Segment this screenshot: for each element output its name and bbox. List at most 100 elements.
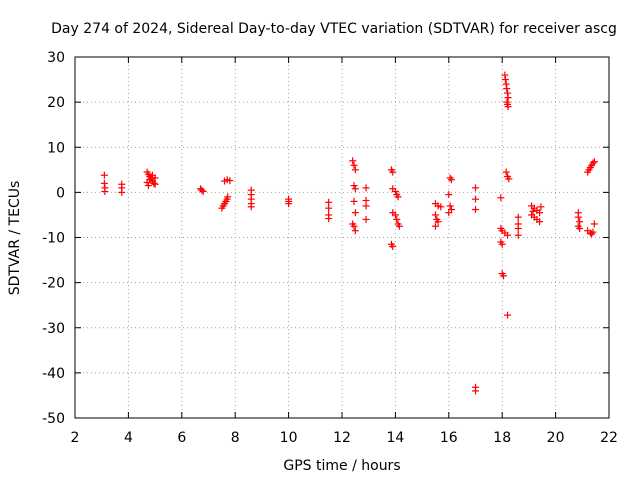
data-point: [503, 85, 511, 93]
axis-ticks: 2 4 6 8 10 12 14 16 18 20 22 -50 -40 -30 -20 -10 0 10 20 30: [42, 50, 618, 446]
data-point: [574, 213, 582, 221]
data-point: [224, 193, 232, 201]
data-point: [101, 187, 109, 195]
chart-title: Day 274 of 2024, Sidereal Day-to-day VTE…: [51, 21, 617, 37]
data-point: [389, 243, 397, 251]
data-point: [472, 206, 479, 214]
data-point: [325, 215, 333, 223]
data-point: [247, 203, 255, 211]
data-point: [500, 272, 508, 280]
data-point: [590, 158, 598, 166]
data-point: [536, 218, 544, 226]
data-point: [445, 191, 453, 199]
x-tick-label: 4: [124, 430, 133, 446]
x-axis-label: GPS time / hours: [283, 458, 400, 474]
data-point: [576, 218, 584, 226]
data-point: [151, 180, 159, 188]
data-point: [504, 103, 512, 111]
data-point: [391, 211, 399, 219]
data-point: [351, 209, 359, 217]
data-point: [393, 215, 401, 223]
x-tick-label: 12: [333, 430, 351, 446]
x-tick-label: 18: [493, 430, 511, 446]
x-tick-label: 20: [547, 430, 565, 446]
x-tick-label: 16: [440, 430, 458, 446]
y-tick-label: -30: [42, 321, 65, 337]
x-tick-label: 2: [71, 430, 80, 446]
data-point: [447, 176, 455, 184]
data-point: [350, 161, 358, 169]
data-point: [590, 220, 598, 228]
y-tick-label: 0: [56, 185, 65, 201]
data-point: [150, 179, 158, 187]
y-tick-label: 20: [47, 95, 65, 111]
data-point: [285, 200, 293, 208]
data-point: [501, 76, 509, 84]
data-point: [362, 184, 370, 192]
data-point: [325, 204, 333, 212]
data-point: [576, 224, 584, 232]
data-point: [198, 186, 206, 194]
data-point: [514, 224, 522, 232]
data-points: [100, 71, 598, 395]
data-point: [431, 222, 439, 230]
data-point: [446, 174, 454, 182]
y-tick-label: -20: [42, 276, 65, 292]
data-point: [589, 228, 597, 236]
data-point: [498, 240, 506, 248]
data-point: [588, 230, 596, 238]
y-tick-label: -40: [42, 366, 65, 382]
data-point: [472, 387, 479, 395]
x-tick-label: 22: [600, 430, 618, 446]
data-point: [362, 202, 370, 210]
data-point: [514, 231, 522, 239]
y-tick-label: -10: [42, 231, 65, 247]
data-point: [118, 188, 126, 196]
data-point: [350, 197, 358, 205]
x-tick-label: 8: [231, 430, 240, 446]
data-point: [226, 177, 234, 185]
y-axis-label: SDTVAR / TECUs: [7, 181, 23, 296]
x-tick-label: 14: [386, 430, 404, 446]
data-point: [504, 94, 512, 102]
data-point: [325, 198, 333, 206]
data-point: [362, 215, 370, 223]
data-point: [502, 168, 510, 176]
y-tick-label: 30: [47, 50, 65, 66]
data-point: [389, 168, 397, 176]
data-point: [437, 203, 445, 211]
data-point: [144, 182, 152, 190]
data-point: [445, 209, 453, 217]
data-point: [100, 171, 108, 179]
data-point: [349, 157, 357, 165]
data-point: [351, 185, 359, 193]
y-tick-label: 10: [47, 140, 65, 156]
data-point: [350, 182, 358, 190]
x-tick-label: 6: [177, 430, 186, 446]
grid-lines: [75, 57, 609, 418]
data-point: [537, 203, 545, 211]
data-point: [505, 175, 513, 183]
data-point: [199, 187, 207, 195]
data-point: [395, 222, 403, 230]
data-point: [536, 209, 544, 217]
data-point: [391, 187, 399, 195]
data-point: [514, 213, 522, 221]
data-point: [472, 195, 479, 203]
data-point: [151, 174, 159, 182]
data-point: [529, 207, 537, 215]
data-point: [351, 227, 359, 235]
data-point: [472, 184, 479, 192]
data-point: [434, 218, 442, 226]
data-point: [394, 193, 402, 201]
data-point: [504, 311, 512, 319]
data-point: [146, 176, 154, 184]
data-point: [351, 166, 359, 174]
x-tick-label: 10: [280, 430, 298, 446]
data-point: [446, 202, 454, 210]
data-point: [497, 194, 505, 202]
data-point: [504, 231, 512, 239]
y-tick-label: -50: [42, 411, 65, 427]
data-point: [431, 211, 439, 219]
